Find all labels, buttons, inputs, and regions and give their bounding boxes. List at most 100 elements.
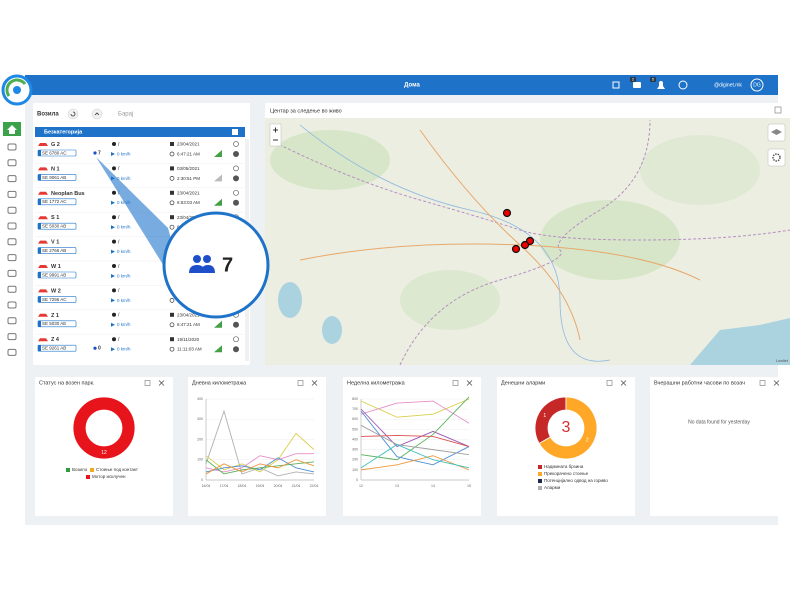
map-river <box>299 124 611 362</box>
vehicle-name[interactable]: W 1 <box>51 264 61 270</box>
logo-core <box>13 86 21 94</box>
zoom-control <box>269 123 282 147</box>
line-series <box>360 408 470 448</box>
sidebar-icon[interactable] <box>7 317 17 325</box>
widget-close[interactable] <box>158 380 165 386</box>
line-series <box>205 432 315 473</box>
empty-message: No data found for yesterday <box>688 419 750 425</box>
plate-flag <box>38 272 41 278</box>
zoom-in[interactable] <box>273 127 278 133</box>
refresh-button[interactable] <box>67 108 79 120</box>
legend-swatch <box>66 468 70 472</box>
plate: SE 1772 AC <box>42 199 67 204</box>
legend-swatch <box>538 486 542 490</box>
signal-icon <box>214 150 222 157</box>
legend-swatch <box>86 475 90 479</box>
plate: SE 6780 AC <box>42 150 67 155</box>
legend-label: Надмината брзина <box>544 464 584 469</box>
group-header[interactable] <box>35 127 245 137</box>
driver-icon <box>112 215 116 220</box>
widget-expand[interactable] <box>759 380 766 386</box>
clock-icon <box>169 200 175 206</box>
x-tick-label: 22/04 <box>310 484 319 488</box>
widget-close[interactable] <box>773 380 780 386</box>
vehicle-name[interactable]: Neoplan Bus <box>51 191 85 197</box>
vehicle-marker[interactable] <box>502 208 512 218</box>
avatar[interactable] <box>750 78 764 92</box>
search-input[interactable]: Барај <box>118 112 133 118</box>
widget-close[interactable] <box>466 380 473 386</box>
widget-expand[interactable] <box>452 380 459 386</box>
x-tick-label: 12 <box>359 484 363 488</box>
vehicle-name[interactable]: S 1 <box>51 215 59 221</box>
widget <box>650 377 788 516</box>
x-tick-label: 13 <box>395 484 399 488</box>
collapse-button[interactable] <box>91 108 103 120</box>
sidebar-icon[interactable] <box>7 143 17 151</box>
calendar-icon <box>170 337 174 342</box>
sidebar-icon[interactable] <box>7 348 17 356</box>
sidebar-icon[interactable] <box>7 238 17 246</box>
plate-flag <box>38 198 41 205</box>
history-icon[interactable] <box>233 165 239 172</box>
group-checkbox[interactable] <box>232 129 238 135</box>
group-name: Безкатегорија <box>44 129 83 135</box>
vehicle-name[interactable]: V 1 <box>51 240 59 246</box>
sidebar-icon[interactable] <box>7 285 17 293</box>
driver: / <box>118 288 120 294</box>
sidebar-icon[interactable] <box>7 159 17 167</box>
vehicle-name[interactable]: W 2 <box>51 288 61 294</box>
widget <box>188 377 326 516</box>
chat-badge <box>630 77 636 82</box>
sidebar-icon[interactable] <box>7 333 17 341</box>
calendar-icon <box>170 215 174 220</box>
plate: SE 5030 AB <box>42 224 66 229</box>
chat-icon[interactable] <box>633 82 641 88</box>
time: 6:47:21 AM <box>177 322 200 327</box>
speed-arrow <box>111 347 115 352</box>
vehicle-name[interactable]: G 2 <box>51 142 60 148</box>
sidebar-icon[interactable] <box>7 254 17 262</box>
speed: 0 km/h <box>117 200 131 205</box>
widget-expand[interactable] <box>297 380 304 386</box>
collapse-icon <box>94 112 100 116</box>
vehicle-marker[interactable] <box>520 240 530 250</box>
language-icon[interactable] <box>678 80 688 90</box>
driver-icon <box>112 190 116 195</box>
bell-badge <box>650 77 656 82</box>
map-sea <box>690 318 790 365</box>
bell-icon[interactable] <box>657 81 665 89</box>
sidebar-icon[interactable] <box>7 301 17 309</box>
vehicle-name[interactable]: Z 4 <box>51 337 60 343</box>
history-icon[interactable] <box>233 336 239 343</box>
y-tick-label: 100 <box>352 468 358 472</box>
widget-expand[interactable] <box>606 380 613 386</box>
plate: SE 9061 AB <box>42 175 66 180</box>
vehicle-name[interactable]: N 1 <box>51 166 60 172</box>
widget-close[interactable] <box>311 380 318 386</box>
sidebar-icon[interactable] <box>7 190 17 198</box>
date: 03/05/2021 <box>177 166 200 171</box>
speed: 0 km/h <box>117 176 131 181</box>
fullscreen-icon[interactable] <box>612 81 620 89</box>
sidebar-icon[interactable] <box>7 269 17 277</box>
widget-expand[interactable] <box>144 380 151 386</box>
history-icon[interactable] <box>233 141 239 147</box>
line-series <box>205 457 315 473</box>
y-tick-label: 100 <box>197 458 203 462</box>
clock-icon <box>169 151 175 157</box>
map-fullscreen[interactable] <box>774 106 782 114</box>
vehicle-marker[interactable] <box>511 244 521 254</box>
settings-button[interactable] <box>767 148 786 167</box>
legend-swatch <box>538 472 542 476</box>
legend-swatch <box>90 468 94 472</box>
history-icon[interactable] <box>233 189 239 196</box>
sidebar-icon[interactable] <box>7 206 17 214</box>
vehicle-name[interactable]: Z 1 <box>51 313 59 319</box>
sidebar-icon[interactable] <box>7 222 17 230</box>
user-name[interactable]: @diginet.mk <box>714 82 742 88</box>
widget-close[interactable] <box>620 380 627 386</box>
sidebar-icon[interactable] <box>7 175 17 183</box>
legend-label: Возило <box>72 467 88 472</box>
